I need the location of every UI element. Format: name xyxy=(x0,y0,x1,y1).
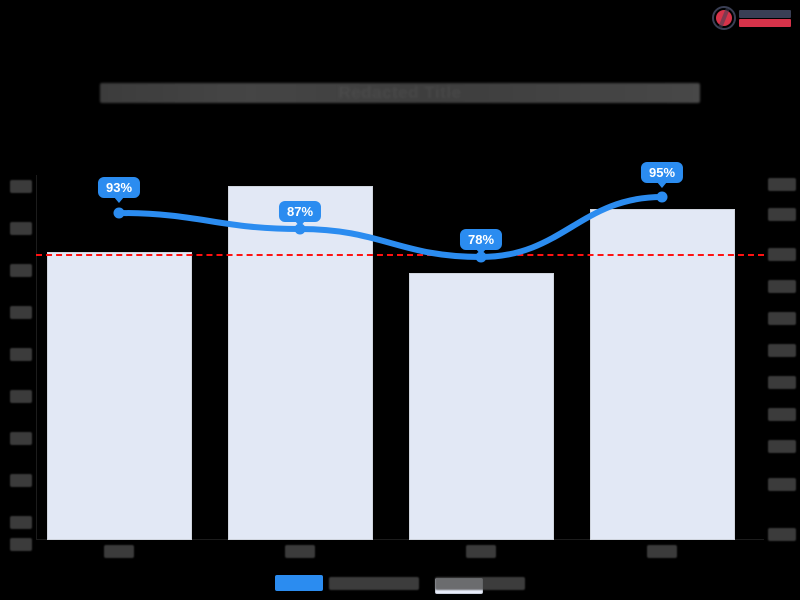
logo-line-1: PROJECT xyxy=(739,9,791,18)
bar-3 xyxy=(408,273,554,540)
threshold-line xyxy=(36,254,764,256)
data-label-4: 95% xyxy=(640,162,684,188)
data-label-3: 78% xyxy=(459,229,503,255)
y-tick-left-8 xyxy=(10,474,32,487)
x-tick-1 xyxy=(104,545,134,558)
line-marker-4 xyxy=(656,191,668,203)
legend-item-1[interactable] xyxy=(275,575,419,591)
data-label-2: 87% xyxy=(278,201,322,227)
line-marker-1 xyxy=(113,207,125,219)
y-tick-left-2 xyxy=(10,222,32,235)
data-label-1: 93% xyxy=(97,177,141,203)
y-axis-right xyxy=(768,175,800,541)
plot-area: 93% 87% 78% 95% xyxy=(36,162,764,540)
y-tick-left-1 xyxy=(10,180,32,193)
logo-mark-icon xyxy=(712,6,736,30)
y-tick-left-9 xyxy=(10,516,32,529)
x-tick-3 xyxy=(466,545,496,558)
y-tick-right-11 xyxy=(768,528,796,541)
y-tick-right-5 xyxy=(768,312,796,325)
y-tick-right-9 xyxy=(768,440,796,453)
y-tick-left-6 xyxy=(10,390,32,403)
legend-label-2 xyxy=(435,576,525,590)
logo-wordmark: PROJECT EXPLORER xyxy=(739,9,791,27)
x-tick-4 xyxy=(647,545,677,558)
legend-swatch-line xyxy=(275,575,323,591)
line-path xyxy=(116,194,665,260)
line-markers xyxy=(113,191,668,263)
legend-label-1 xyxy=(329,576,419,590)
y-tick-left-10 xyxy=(10,538,32,551)
chart-legend xyxy=(210,572,590,594)
brand-logo: PROJECT EXPLORER xyxy=(712,4,794,32)
y-tick-left-4 xyxy=(10,306,32,319)
y-tick-right-10 xyxy=(768,478,796,491)
y-tick-right-8 xyxy=(768,408,796,421)
x-tick-2 xyxy=(285,545,315,558)
chart-title: Redacted Title xyxy=(100,80,700,106)
chart-title-text: Redacted Title xyxy=(100,83,700,103)
bar-2 xyxy=(227,186,373,540)
y-tick-left-5 xyxy=(10,348,32,361)
y-tick-left-3 xyxy=(10,264,32,277)
line-series xyxy=(113,191,668,263)
y-tick-right-1 xyxy=(768,178,796,191)
logo-line-2: EXPLORER xyxy=(739,18,791,27)
bar-1 xyxy=(46,252,192,540)
bar-4 xyxy=(589,209,735,540)
legend-item-2[interactable] xyxy=(435,576,525,594)
y-tick-right-6 xyxy=(768,344,796,357)
y-tick-right-3 xyxy=(768,248,796,261)
y-tick-right-7 xyxy=(768,376,796,389)
y-axis-left xyxy=(0,175,32,551)
y-tick-right-2 xyxy=(768,208,796,221)
plot-frame xyxy=(36,175,764,540)
y-tick-left-7 xyxy=(10,432,32,445)
y-tick-right-4 xyxy=(768,280,796,293)
